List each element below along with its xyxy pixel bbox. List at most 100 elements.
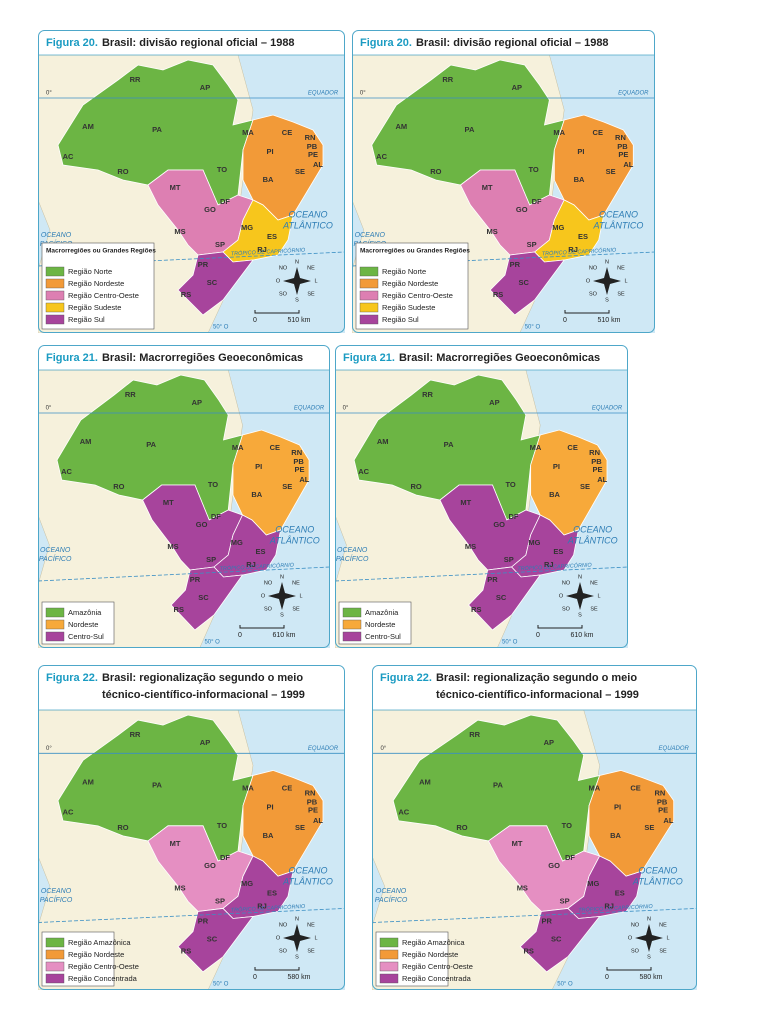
compass-label: N (578, 574, 582, 580)
legend-label: Região Sul (382, 315, 419, 324)
legend-label: Região Norte (382, 267, 426, 276)
legend-label: Região Concentrada (402, 974, 472, 983)
meridian-label: 50° O (525, 325, 541, 331)
state-label: GO (548, 861, 560, 870)
state-label: AL (623, 160, 633, 169)
equator-label: EQUADOR (308, 746, 339, 752)
state-label: AC (398, 808, 409, 817)
compass-label: L (299, 593, 302, 599)
equator-label: EQUADOR (308, 91, 339, 97)
state-label: MS (167, 542, 178, 551)
legend-swatch (45, 949, 65, 960)
ocean-atlantic: OCEANO (573, 524, 612, 534)
state-label: RS (471, 605, 481, 614)
state-label: RR (130, 75, 141, 84)
ocean-pacific: PACÍFICO (39, 554, 72, 563)
legend-label: Região Centro-Oeste (402, 962, 473, 971)
region (489, 251, 566, 316)
scale-bar (606, 967, 652, 971)
equator-degree: 0° (343, 406, 349, 412)
state-label: AM (82, 122, 94, 131)
region (468, 566, 542, 631)
compass-label: NE (292, 580, 300, 586)
state-label: PR (198, 260, 209, 269)
compass-label: S (295, 297, 299, 303)
state-label: MT (460, 498, 471, 507)
region (222, 855, 294, 919)
region (533, 199, 605, 263)
legend-label: Nordeste (68, 620, 98, 629)
equator-label: EQUADOR (659, 746, 690, 752)
figure-title: técnico-científico-informacional – 1999 (436, 689, 639, 701)
state-label: CE (630, 784, 640, 793)
state-label: MS (487, 227, 498, 236)
legend-label: Região Concentrada (68, 974, 138, 983)
state-label: AL (597, 475, 607, 484)
state-label: RR (130, 730, 141, 739)
compass-rose (566, 582, 594, 610)
compass-label: N (280, 574, 284, 580)
figure-title: Brasil: Macrorregiões Geoeconômicas (102, 352, 303, 364)
compass-label: O (586, 278, 591, 284)
compass-label: O (276, 278, 281, 284)
state-label: GO (493, 520, 505, 529)
state-label: GO (196, 520, 208, 529)
state-label: PA (152, 781, 162, 790)
legend-swatch (359, 302, 379, 313)
equator-degree: 0° (380, 746, 386, 752)
legend-swatch (342, 607, 362, 618)
compass-label: NO (264, 580, 273, 586)
panel-border (335, 345, 628, 648)
legend-label: Região Nordeste (402, 950, 458, 959)
state-label: RR (469, 730, 480, 739)
compass-rose (283, 267, 311, 295)
tropic-line (38, 566, 330, 582)
legend-label: Amazônia (68, 608, 102, 617)
figure-title: Brasil: divisão regional oficial – 1988 (102, 37, 295, 49)
state-label: SP (527, 240, 537, 249)
meridian-label: 50° O (213, 325, 229, 331)
state-label: RS (523, 947, 533, 956)
state-label: MA (530, 443, 542, 452)
state-label: AC (63, 808, 74, 817)
ocean-atlantic: OCEANO (638, 866, 677, 876)
legend-swatch (45, 631, 65, 642)
scale-bar (537, 625, 583, 629)
state-label: AM (377, 437, 389, 446)
legend-label: Região Amazônica (402, 938, 465, 947)
state-label: TO (217, 165, 227, 174)
legend-swatch (342, 619, 362, 630)
state-label: MA (232, 443, 244, 452)
state-label: PR (198, 916, 209, 925)
equator-label: EQUADOR (592, 406, 623, 412)
ocean-pacific: OCEANO (40, 547, 71, 554)
compass-label: NO (631, 922, 640, 928)
compass-label: NE (307, 265, 315, 271)
state-label: AP (200, 738, 210, 747)
state-label: MG (241, 879, 253, 888)
state-label: PB (307, 142, 318, 151)
compass-label: O (628, 935, 633, 941)
state-label: RJ (246, 560, 256, 569)
state-label: MA (242, 784, 254, 793)
state-label: RN (291, 448, 302, 457)
state-label: RS (493, 290, 503, 299)
state-label: SE (295, 823, 305, 832)
state-label: ES (267, 232, 277, 241)
compass-label: NO (279, 265, 288, 271)
panel-border (38, 665, 345, 990)
state-label: MG (231, 538, 243, 547)
state-label: PI (266, 147, 273, 156)
figure-title: Brasil: divisão regional oficial – 1988 (416, 37, 609, 49)
state-label: CE (270, 443, 280, 452)
state-label: CE (282, 128, 292, 137)
state-label: SP (206, 555, 216, 564)
figure-title: Brasil: Macrorregiões Geoeconômicas (399, 352, 600, 364)
state-label: SP (215, 240, 225, 249)
state-label: PA (444, 440, 454, 449)
compass-label: SO (589, 291, 598, 297)
state-label: ES (267, 888, 277, 897)
compass-label: SE (307, 291, 315, 297)
compass-label: NE (590, 580, 598, 586)
